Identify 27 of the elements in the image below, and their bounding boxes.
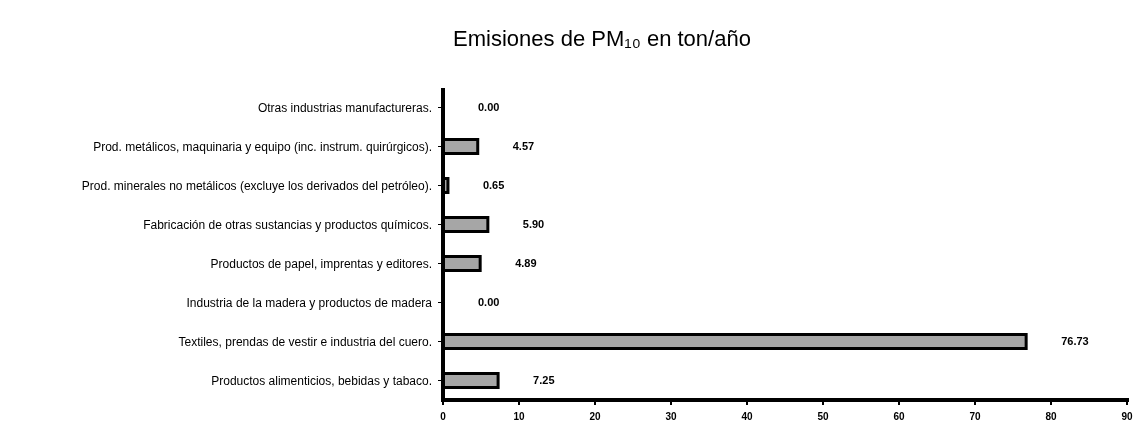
x-tick-label: 60 <box>893 411 905 422</box>
y-tick-label: Industria de la madera y productos de madera <box>186 295 433 310</box>
data-label: 0.00 <box>478 101 500 114</box>
data-label: 0.65 <box>482 179 505 192</box>
x-tick-label: 30 <box>665 411 677 422</box>
chart-title: Emisiones de PM₁₀ en ton/año <box>453 26 751 51</box>
x-tick-label: 10 <box>513 411 525 422</box>
x-tick-label: 70 <box>969 411 981 422</box>
y-tick-label: Productos de papel, imprentas y editores. <box>210 256 432 271</box>
x-tick-label: 40 <box>741 411 753 422</box>
x-tick-label: 80 <box>1045 411 1057 422</box>
y-tick-label: Prod. metálicos, maquinaria y equipo (inc. instrum. quirúrgicos). <box>93 139 432 154</box>
y-tick-label: Productos alimenticios, bebidas y tabaco. <box>211 373 432 388</box>
data-label: 7.25 <box>533 374 555 387</box>
y-tick-label: Fabricación de otras sustancias y productos químicos. <box>143 217 432 232</box>
y-tick-label: Textiles, prendas de vestir e industria del cuero. <box>178 334 432 349</box>
y-tick-label: Prod. minerales no metálicos (excluye los derivados del petróleo). <box>81 178 432 193</box>
data-label: 5.90 <box>522 218 545 231</box>
data-label: 0.00 <box>478 296 500 309</box>
data-label: 4.89 <box>515 257 537 270</box>
data-label: 4.57 <box>512 140 535 153</box>
x-tick-label: 20 <box>589 411 601 422</box>
x-tick-label: 0 <box>440 411 447 422</box>
data-label: 76.73 <box>1061 335 1089 348</box>
x-tick-label: 90 <box>1121 411 1133 422</box>
x-tick-label: 50 <box>817 411 829 422</box>
y-tick-label: Otras industrias manufactureras. <box>257 100 432 115</box>
